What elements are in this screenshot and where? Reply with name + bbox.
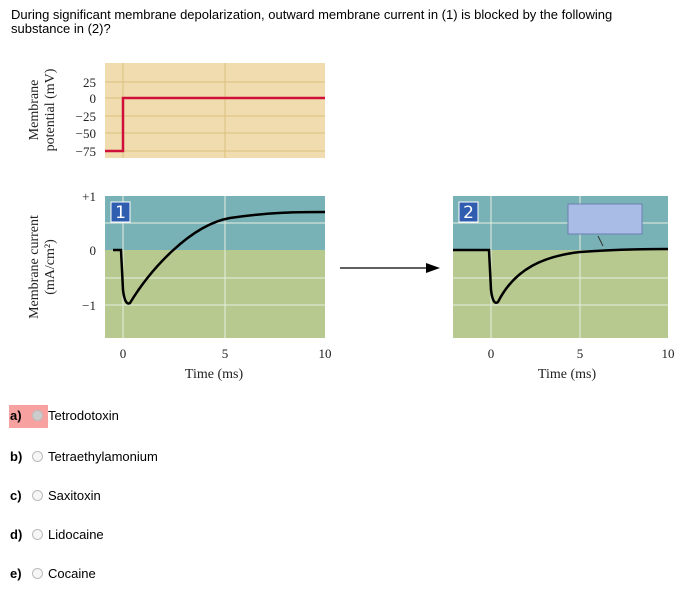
radio-b[interactable] <box>32 450 43 462</box>
xlabel-2: Time (ms) <box>538 367 597 382</box>
option-label: Tetrodotoxin <box>48 407 119 423</box>
radio-e[interactable] <box>32 567 43 579</box>
arrow-head-icon <box>426 263 440 273</box>
radio-a[interactable] <box>32 409 43 421</box>
option-c[interactable]: c) Saxitoxin <box>10 485 101 505</box>
ytick-0: 0 <box>90 243 97 258</box>
ytick-m25: −25 <box>76 109 96 124</box>
ytick-p1: +1 <box>82 189 96 204</box>
bottom-ylabel-1: Membrane current <box>27 215 42 319</box>
option-letter: d) <box>10 526 23 542</box>
pointer-line <box>597 235 604 247</box>
option-d[interactable]: d) Lidocaine <box>10 524 104 544</box>
option-letter: e) <box>10 565 22 581</box>
option-label: Saxitoxin <box>48 487 101 503</box>
xtick-10-2: 10 <box>662 346 675 361</box>
xtick-0-2: 0 <box>488 346 495 361</box>
option-b[interactable]: b) Tetraethylamonium <box>10 446 158 466</box>
current-trace-2 <box>453 247 669 304</box>
ytick-m50: −50 <box>76 126 96 141</box>
inward-region-2 <box>453 250 668 338</box>
voltage-plot-bg <box>105 63 325 158</box>
question-text: During significant membrane depolarizati… <box>11 7 613 36</box>
top-ylabel-1: Membrane <box>27 80 42 141</box>
option-a[interactable]: a) Tetrodotoxin <box>10 405 119 425</box>
option-label: Lidocaine <box>48 526 104 542</box>
option-e[interactable]: e) Cocaine <box>10 563 96 583</box>
xtick-5: 5 <box>222 346 229 361</box>
top-ylabel-2: potential (mV) <box>43 68 58 151</box>
xlabel-1: Time (ms) <box>185 367 244 382</box>
panel-2-badge <box>458 201 479 223</box>
radio-c[interactable] <box>32 489 43 501</box>
bottom-ylabel-2: (mA/cm²) <box>43 239 58 295</box>
ytick-m1: −1 <box>82 298 96 313</box>
voltage-trace <box>105 96 325 153</box>
xtick-5-2: 5 <box>577 346 584 361</box>
panel-1-label: 1 <box>115 203 126 223</box>
ytick-0: 0 <box>90 91 97 106</box>
panel-2-label: 2 <box>463 203 474 223</box>
option-letter: b) <box>10 448 23 464</box>
option-letter: a) <box>10 407 22 423</box>
xtick-10: 10 <box>319 346 332 361</box>
answer-blank-box <box>567 203 643 235</box>
current-trace-1 <box>113 210 326 305</box>
option-label: Cocaine <box>48 565 96 581</box>
ytick-m75: −75 <box>76 144 96 159</box>
option-label: Tetraethylamonium <box>48 448 158 464</box>
option-letter: c) <box>10 487 22 503</box>
xtick-0: 0 <box>120 346 127 361</box>
figure: 25 0 −25 −50 −75 Membrane potential (mV)… <box>27 63 675 382</box>
radio-d[interactable] <box>32 528 43 540</box>
ytick-25: 25 <box>83 75 96 90</box>
inward-region <box>105 250 325 338</box>
panel-1-badge <box>110 201 131 223</box>
